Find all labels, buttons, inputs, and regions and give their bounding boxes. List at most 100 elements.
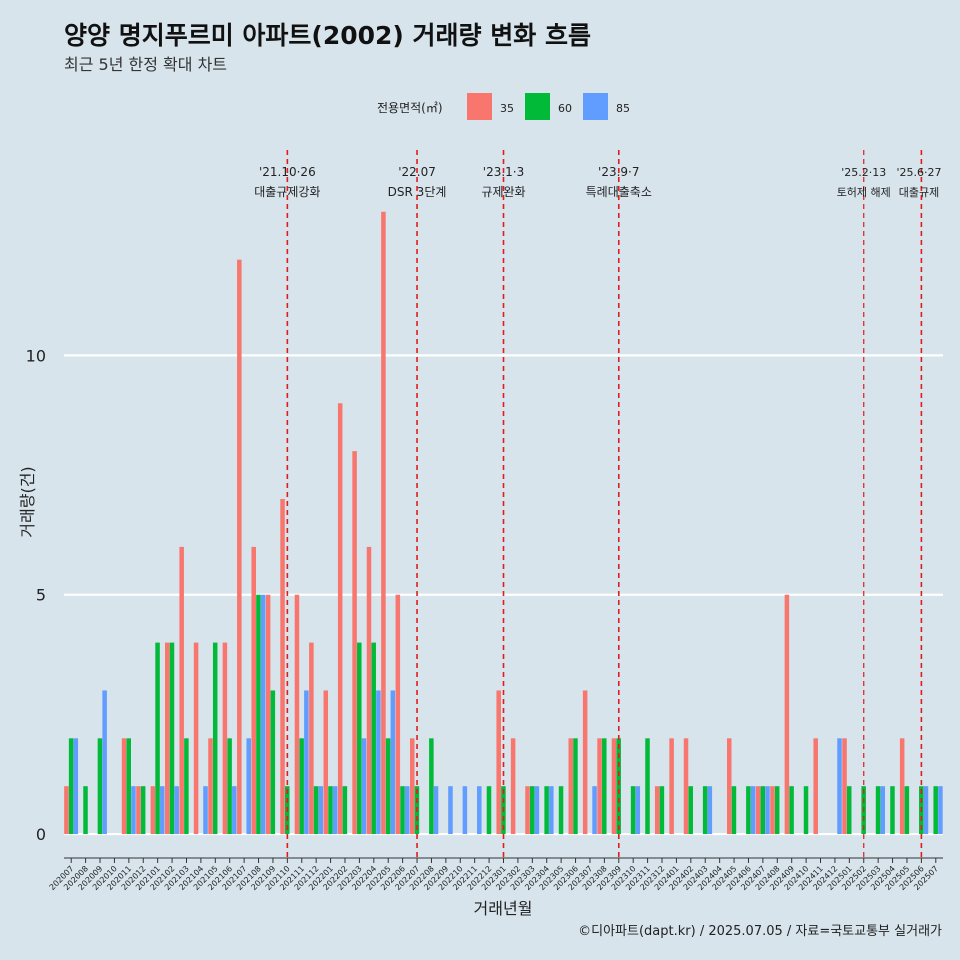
- bar-35-202112: [309, 642, 314, 835]
- bar-35-202105: [208, 738, 213, 835]
- bar-85-202112: [318, 786, 324, 835]
- bar-85-202011: [131, 786, 136, 835]
- bar-35-202108: [251, 546, 256, 835]
- event-date-202506: '25.6·27: [896, 166, 941, 179]
- event-label-202506: 대출규제: [899, 186, 939, 199]
- legend-title: 전용면적(㎡): [377, 101, 443, 115]
- bar-35-202106: [222, 642, 228, 835]
- bar-35-202111: [294, 594, 300, 835]
- bar-35-202104: [193, 642, 199, 835]
- bar-60-202310: [630, 786, 636, 835]
- bar-85-202203: [361, 738, 367, 835]
- bar-60-202503: [875, 786, 881, 835]
- event-date-202207: '22.07: [398, 165, 436, 179]
- bar-35-202011: [121, 738, 127, 835]
- bar-35-202309: [611, 738, 617, 835]
- bar-85-202204: [376, 690, 381, 835]
- bar-85-202205: [390, 690, 396, 835]
- bar-35-202205: [381, 211, 386, 835]
- bar-60-202402: [688, 786, 693, 835]
- bar-60-202406: [746, 786, 751, 835]
- event-label-202309: 특례대출축소: [586, 185, 652, 199]
- bar-85-202310: [635, 786, 641, 835]
- bar-60-202106: [227, 738, 232, 835]
- bar-60-202312: [659, 786, 665, 835]
- bar-35-202102: [165, 642, 170, 835]
- bar-85-202208: [433, 786, 439, 835]
- bar-85-202304: [549, 786, 554, 835]
- y-tick-label: 0: [36, 825, 46, 844]
- bar-85-202210: [462, 786, 468, 835]
- bar-35-202409: [784, 594, 790, 835]
- bar-35-202202: [337, 403, 343, 835]
- event-lines: '21.10·26 대출규제강화 '22.07 DSR 3단계 '23.1·3 규제완화 '…: [254, 150, 942, 858]
- bar-35-202101: [150, 786, 156, 835]
- event-date-202309: '23.9·7: [598, 165, 639, 179]
- bar-35-202204: [366, 546, 372, 835]
- bar-35-202301: [496, 690, 501, 835]
- bar-85-202507: [938, 786, 943, 835]
- bar-60-202505: [904, 786, 910, 835]
- bar-35-202109: [265, 594, 271, 835]
- bar-35-202402: [683, 738, 689, 835]
- bar-35-202103: [179, 546, 184, 835]
- bar-60-202408: [774, 786, 780, 835]
- legend-label-35: 35: [500, 102, 514, 115]
- event-label-202502: 토허제 해제: [837, 185, 891, 199]
- bar-60-202405: [731, 786, 737, 835]
- bar-35-202505: [899, 738, 905, 835]
- bar-60-202309: [616, 738, 621, 835]
- event-date-202502: '25.2·13: [841, 166, 886, 179]
- chart-caption: ©디아파트(dapt.kr) / 2025.07.05 / 자료=국토교통부 실…: [578, 924, 942, 939]
- bar-85-202407: [765, 786, 770, 835]
- bar-85-202101: [160, 786, 165, 835]
- bar-35-202007: [64, 786, 69, 835]
- bar-60-202212: [486, 786, 492, 835]
- bar-35-202407: [755, 786, 761, 835]
- bar-60-202306: [573, 738, 578, 835]
- chart-title: 양양 명지푸르미 아파트(2002) 거래량 변화 흐름: [64, 21, 591, 50]
- bar-85-202102: [174, 786, 179, 835]
- bar-60-202109: [270, 690, 276, 835]
- x-axis: 2020072020082020092020102020112020122021…: [48, 857, 943, 892]
- bar-60-202407: [760, 786, 766, 835]
- y-tick-label: 10: [26, 346, 46, 365]
- bar-60-202103: [184, 738, 189, 835]
- bar-85-202111: [304, 690, 309, 835]
- bar-85-202009: [102, 690, 107, 835]
- bar-60-202102: [169, 642, 175, 835]
- bar-60-202409: [789, 786, 794, 835]
- y-tick-label: 5: [36, 586, 46, 605]
- chart-subtitle: 최근 5년 한정 확대 차트: [64, 55, 227, 74]
- bar-60-202105: [212, 642, 218, 835]
- bar-85-202106: [232, 786, 237, 835]
- bar-35-202207: [409, 738, 415, 835]
- bar-60-202308: [602, 738, 607, 835]
- bar-35-202501: [842, 738, 847, 835]
- bar-60-202203: [357, 642, 362, 835]
- bars: [64, 211, 943, 835]
- bar-85-202107: [246, 738, 251, 835]
- bar-60-202007: [68, 738, 74, 835]
- bar-85-202303: [534, 786, 540, 835]
- event-date-202301: '23.1·3: [483, 165, 524, 179]
- bar-35-202107: [237, 259, 242, 835]
- bar-85-202007: [73, 738, 79, 835]
- y-axis: 0 5 10: [26, 346, 46, 844]
- bar-35-202110: [280, 499, 285, 835]
- bar-60-202008: [83, 786, 88, 835]
- bar-85-202108: [260, 594, 266, 835]
- bar-35-202302: [510, 738, 516, 835]
- bar-35-202306: [568, 738, 573, 835]
- bar-35-202303: [525, 786, 530, 835]
- bar-85-202201: [332, 786, 338, 835]
- bar-85-202104: [203, 786, 208, 835]
- bar-60-202410: [803, 786, 809, 835]
- bar-85-202211: [477, 786, 482, 835]
- x-axis-title: 거래년월: [474, 899, 533, 918]
- bar-60-202101: [155, 642, 160, 835]
- bar-35-202206: [395, 594, 401, 835]
- y-axis-title: 거래량(건): [18, 466, 37, 537]
